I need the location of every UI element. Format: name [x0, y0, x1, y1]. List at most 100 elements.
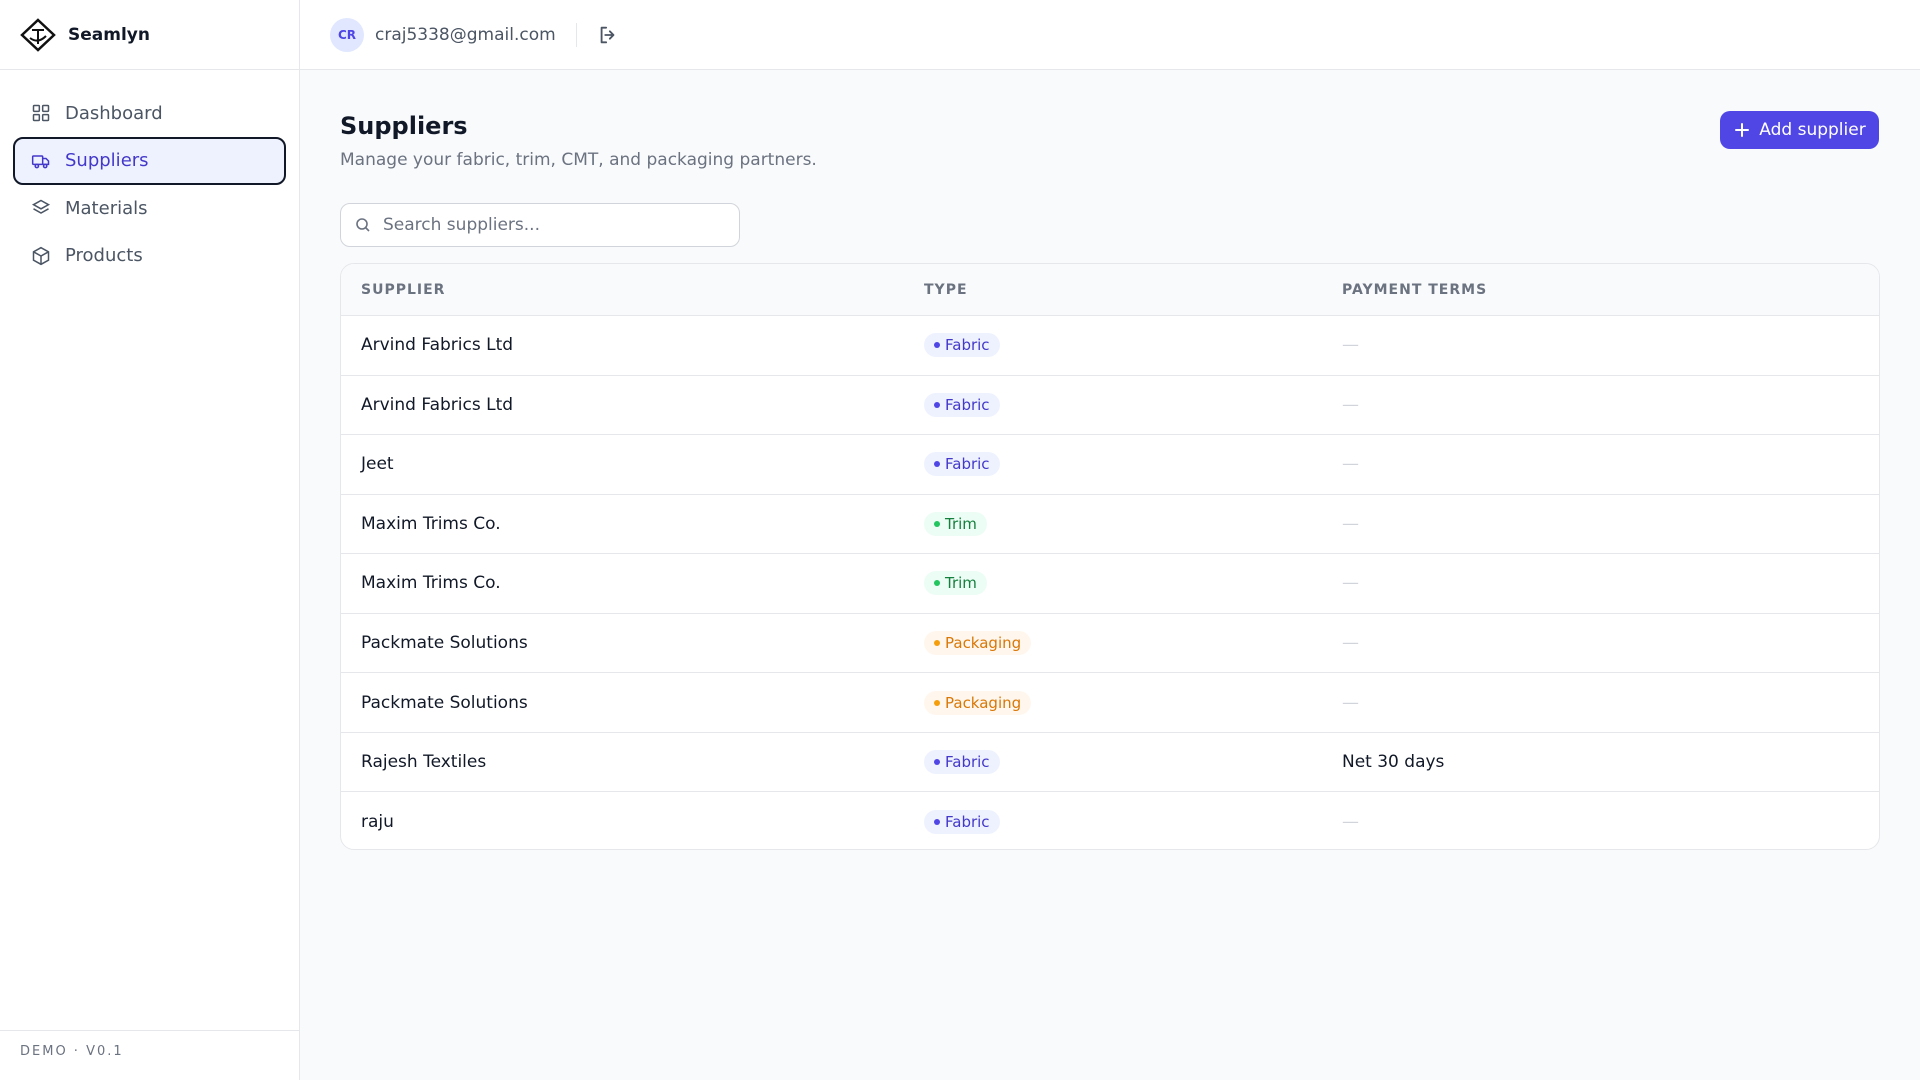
nav-label: Suppliers: [65, 150, 149, 171]
nav-icon: [32, 104, 50, 122]
page-subtitle: Manage your fabric, trim, CMT, and packa…: [340, 150, 817, 170]
supplier-name: Jeet: [361, 454, 394, 475]
plus-icon: [1735, 123, 1750, 137]
payment-terms: —: [1342, 513, 1359, 534]
topbar: CR craj5338@gmail.com: [300, 0, 1920, 70]
payment-terms: —: [1342, 335, 1359, 356]
type-label: Trim: [945, 574, 977, 593]
table-header: SUPPLIER TYPE PAYMENT TERMS: [341, 264, 1879, 315]
type-label: Packaging: [945, 693, 1022, 712]
logout-button[interactable]: [597, 24, 619, 46]
page-title: Suppliers: [340, 112, 468, 140]
type-cell: Fabric: [924, 435, 1000, 494]
button-label: Add supplier: [1759, 120, 1866, 140]
type-cell: Trim: [924, 554, 987, 613]
sidebar: Seamlyn Dashboard Suppliers Materials Produ…: [0, 0, 300, 1080]
nav-item[interactable]: Materials: [13, 184, 286, 232]
type-cell: Packaging: [924, 673, 1032, 732]
badge-dot: [934, 461, 940, 468]
type-badge: Trim: [924, 511, 987, 536]
table-row[interactable]: Maxim Trims Co. Trim —: [341, 493, 1879, 554]
supplier-name: Packmate Solutions: [361, 633, 528, 654]
type-label: Fabric: [945, 395, 990, 414]
table-row[interactable]: Arvind Fabrics Ltd Fabric —: [341, 315, 1879, 375]
payment-terms: —: [1342, 394, 1359, 415]
type-label: Fabric: [945, 753, 990, 772]
column-header: TYPE: [924, 281, 968, 298]
logo: [20, 18, 56, 52]
type-cell: Fabric: [924, 376, 1000, 435]
search-placeholder: Search suppliers...: [383, 215, 540, 235]
column-header: PAYMENT TERMS: [1342, 281, 1488, 298]
avatar[interactable]: CR: [330, 17, 364, 52]
add-supplier-button[interactable]: Add supplier: [1720, 111, 1879, 149]
nav-icon: [31, 154, 50, 168]
supplier-name: Maxim Trims Co.: [361, 513, 501, 534]
badge-dot: [934, 640, 940, 647]
badge-dot: [934, 580, 940, 587]
brand-name: Seamlyn: [68, 25, 150, 45]
column-header: SUPPLIER: [361, 281, 446, 298]
payment-terms: —: [1342, 633, 1359, 654]
badge-dot: [934, 759, 940, 766]
search-input[interactable]: Search suppliers...: [340, 203, 740, 247]
divider: [0, 1030, 299, 1031]
type-badge: Fabric: [924, 750, 1000, 775]
payment-terms: —: [1342, 692, 1359, 713]
supplier-name: Arvind Fabrics Ltd: [361, 335, 514, 356]
supplier-name: raju: [361, 811, 394, 832]
supplier-name: Arvind Fabrics Ltd: [361, 394, 514, 415]
supplier-name: Rajesh Textiles: [361, 752, 487, 773]
badge-dot: [934, 401, 940, 408]
type-cell: Fabric: [924, 792, 1000, 849]
type-badge: Fabric: [924, 809, 1000, 834]
type-label: Trim: [945, 514, 977, 533]
version: DEMO · V0.1: [20, 1044, 124, 1059]
user-email: craj5338@gmail.com: [375, 24, 556, 45]
nav-item[interactable]: Dashboard: [13, 89, 286, 137]
supplier-name: Maxim Trims Co.: [361, 573, 501, 594]
payment-terms: —: [1342, 573, 1359, 594]
nav-label: Products: [65, 245, 143, 266]
type-badge: Packaging: [924, 631, 1032, 656]
table-row[interactable]: Rajesh Textiles Fabric Net 30 days: [341, 731, 1879, 792]
badge-dot: [934, 520, 940, 527]
supplier-name: Packmate Solutions: [361, 692, 528, 713]
payment-terms: —: [1342, 811, 1359, 832]
badge-dot: [934, 818, 940, 825]
type-badge: Packaging: [924, 690, 1032, 715]
nav-icon: [32, 246, 50, 265]
type-label: Fabric: [945, 336, 990, 355]
brand[interactable]: Seamlyn: [20, 16, 150, 54]
nav-label: Materials: [65, 197, 148, 219]
table-row[interactable]: Maxim Trims Co. Trim —: [341, 553, 1879, 613]
type-cell: Fabric: [924, 316, 1000, 375]
type-badge: Fabric: [924, 452, 1000, 477]
table-row[interactable]: Jeet Fabric —: [341, 434, 1879, 494]
type-label: Packaging: [945, 634, 1022, 653]
table-row[interactable]: Arvind Fabrics Ltd Fabric —: [341, 374, 1879, 435]
nav-item[interactable]: Suppliers: [13, 136, 286, 185]
type-cell: Fabric: [924, 733, 1000, 792]
payment-terms: —: [1342, 454, 1359, 475]
suppliers-table: SUPPLIER TYPE PAYMENT TERMS Arvind Fabrics …: [340, 263, 1880, 850]
type-badge: Fabric: [924, 392, 1000, 417]
nav-icon: [31, 199, 51, 214]
type-cell: Packaging: [924, 614, 1032, 673]
divider: [0, 69, 299, 70]
type-label: Fabric: [945, 455, 990, 474]
type-cell: Trim: [924, 495, 987, 554]
nav-item[interactable]: Products: [13, 232, 286, 280]
divider: [575, 22, 577, 47]
type-label: Fabric: [945, 812, 990, 831]
badge-dot: [934, 699, 940, 706]
type-badge: Fabric: [924, 333, 1000, 358]
badge-dot: [934, 342, 940, 349]
type-badge: Trim: [924, 571, 987, 596]
table-row[interactable]: Packmate Solutions Packaging —: [341, 672, 1879, 732]
nav-label: Dashboard: [65, 102, 163, 124]
search-icon: [356, 218, 370, 232]
table-row[interactable]: raju Fabric —: [341, 791, 1879, 849]
table-row[interactable]: Packmate Solutions Packaging —: [341, 612, 1879, 673]
